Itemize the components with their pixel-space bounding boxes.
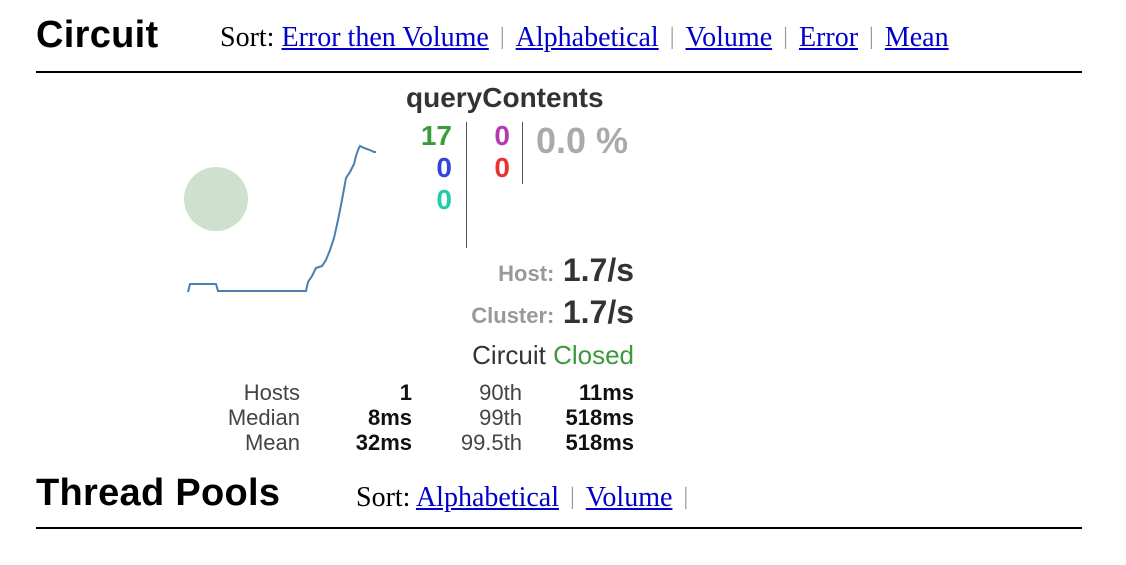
sort-alphabetical-link[interactable]: Alphabetical (515, 22, 659, 53)
mean-value: 32ms (355, 430, 412, 455)
error-percentage: 0.0 % (536, 120, 629, 161)
circuit-monitor-queryContents: queryContents 17 0 0 0 0 0.0 % Host: 1.7… (170, 80, 650, 460)
thread-pools-section-title: Thread Pools (36, 472, 281, 514)
circuit-section-title: Circuit (36, 14, 159, 56)
cluster-rate-label: Cluster: (471, 303, 555, 328)
short-circuited-count: 0 (436, 152, 452, 183)
sort-label: Sort: (220, 22, 275, 53)
median-label: Median (227, 405, 300, 430)
traffic-sparkline (187, 144, 376, 293)
sort-separator: | (783, 24, 788, 50)
command-name: queryContents (406, 82, 604, 113)
bad-request-count: 0 (436, 184, 452, 215)
host-rate-value: 1.7/s (562, 252, 634, 288)
median-value: 8ms (367, 405, 412, 430)
sort-error-then-volume-link[interactable]: Error then Volume (281, 22, 489, 53)
circuit-status-value: Closed (553, 340, 634, 370)
sort-mean-link[interactable]: Mean (884, 22, 949, 53)
counts-divider (466, 122, 467, 248)
p90-value: 11ms (578, 380, 634, 405)
host-rate-row: Host: 1.7/s (498, 252, 634, 289)
thread-pools-sort-volume-link[interactable]: Volume (585, 482, 673, 513)
sort-error-link[interactable]: Error (798, 22, 859, 53)
hosts-value: 1 (399, 380, 412, 405)
health-circle (184, 167, 248, 231)
sort-separator: | (683, 484, 689, 510)
p995-value: 518ms (565, 430, 634, 455)
sort-volume-link[interactable]: Volume (685, 22, 773, 53)
thread-pools-sort-alphabetical-link[interactable]: Alphabetical (415, 482, 559, 513)
circuit-sort-bar: Sort: Error then Volume | Alphabetical | Vol… (220, 22, 1082, 54)
rejected-count: 0 (494, 152, 510, 183)
thread-pools-section-header: Thread Pools Sort: Alphabetical | Volume | (36, 472, 1082, 534)
section-divider (36, 71, 1082, 73)
section-divider (36, 527, 1082, 529)
circuit-status: Circuit Closed (472, 340, 634, 371)
p99-value: 518ms (565, 405, 634, 430)
hosts-label: Hosts (243, 380, 300, 405)
circuit-section-header: Circuit Sort: Error then Volume | Alphabet… (36, 14, 1082, 76)
success-count: 17 (420, 120, 452, 151)
mean-label: Mean (244, 430, 300, 455)
sort-separator: | (669, 24, 675, 50)
sort-label: Sort: (356, 482, 411, 513)
sort-separator: | (570, 484, 575, 510)
host-rate-label: Host: (498, 261, 555, 286)
p99-label: 99th (479, 405, 522, 430)
cluster-rate-row: Cluster: 1.7/s (471, 294, 634, 331)
counts-divider (522, 122, 523, 184)
cluster-rate-value: 1.7/s (562, 294, 634, 330)
p995-label: 99.5th (460, 430, 522, 455)
timeout-count: 0 (494, 120, 510, 151)
sort-separator: | (499, 24, 505, 50)
thread-pools-sort-bar: Sort: Alphabetical | Volume | (356, 482, 699, 514)
circuit-status-label: Circuit (472, 340, 546, 370)
sort-separator: | (869, 24, 874, 50)
p90-label: 90th (479, 380, 522, 405)
